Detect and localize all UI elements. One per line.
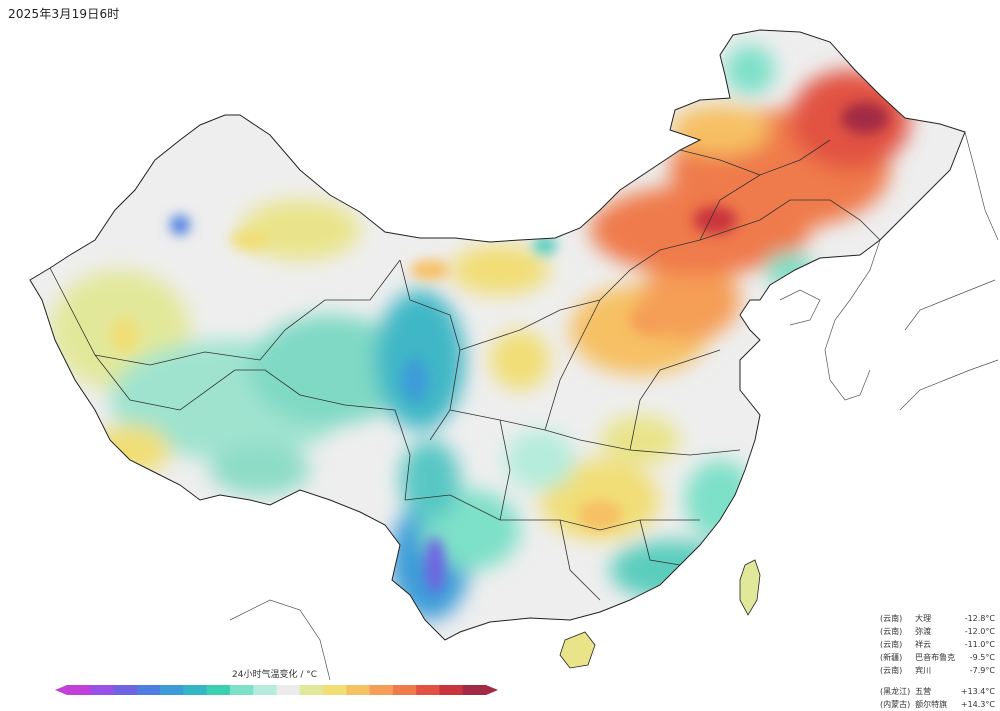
station-value: -12.8°C: [964, 614, 995, 623]
legend-swatch: [462, 685, 487, 695]
legend-swatch: [299, 685, 324, 695]
legend-colorbar: [67, 685, 487, 695]
station-name: 弥渡: [915, 627, 932, 636]
station-row: (云南) 宾川 -7.9°C: [880, 664, 995, 677]
station-value: +14.3°C: [960, 700, 995, 709]
legend-swatch: [323, 685, 347, 695]
station-name: 大理: [915, 614, 932, 623]
station-name: 额尔特旗: [915, 700, 948, 709]
taiwan-island: [739, 559, 761, 616]
legend-right-arrow: [486, 685, 498, 695]
legend-swatch: [90, 685, 115, 695]
legend-swatch: [346, 685, 371, 695]
station-row: (新疆) 巴音布鲁克 -9.5°C: [880, 651, 995, 664]
station-region: (内蒙古): [880, 700, 911, 709]
station-region: (云南): [880, 614, 903, 623]
station-region: (云南): [880, 666, 903, 675]
legend-swatch: [439, 685, 464, 695]
station-region: (黑龙江): [880, 687, 911, 696]
hainan-island: [559, 631, 596, 669]
station-name: 五营: [915, 687, 932, 696]
legend-left-arrow: [55, 685, 67, 695]
legend-swatch: [416, 685, 440, 695]
legend-swatch: [183, 685, 208, 695]
station-name: 祥云: [915, 640, 932, 649]
station-row: (云南) 大理 -12.8°C: [880, 612, 995, 625]
map-timestamp: 2025年3月19日6时: [8, 7, 120, 21]
station-value: -12.0°C: [964, 627, 995, 636]
legend-swatch: [229, 685, 254, 695]
station-value: +13.4°C: [960, 687, 995, 696]
legend-swatch: [253, 685, 277, 695]
station-row: (黑龙江) 五营 +13.4°C: [880, 685, 995, 698]
legend-swatch: [136, 685, 161, 695]
station-region: (云南): [880, 627, 903, 636]
neighbor-coastlines: [229, 131, 999, 681]
legend-swatch: [160, 685, 184, 695]
station-name: 巴音布鲁克: [915, 653, 956, 662]
station-list: (云南) 大理 -12.8°C (云南) 弥渡 -12.0°C (云南) 祥云 -11.0°C(…: [880, 612, 995, 711]
station-region: (新疆): [880, 653, 903, 662]
station-region: (云南): [880, 640, 903, 649]
station-name: 宾川: [915, 666, 932, 675]
china-outline: [29, 29, 966, 641]
station-row: (云南) 祥云 -11.0°C: [880, 638, 995, 651]
legend-swatch: [369, 685, 394, 695]
legend-swatch: [392, 685, 417, 695]
legend-swatch: [113, 685, 138, 695]
station-row: (内蒙古) 额尔特旗 +14.3°C: [880, 698, 995, 711]
legend-swatch: [67, 685, 91, 695]
station-row: (云南) 弥渡 -12.0°C: [880, 625, 995, 638]
province-borders: [49, 139, 881, 601]
station-value: -9.5°C: [969, 653, 995, 662]
station-value: -11.0°C: [964, 640, 995, 649]
legend-title: 24小时气温变化 / °C: [232, 670, 317, 680]
legend-swatch: [206, 685, 231, 695]
legend-swatch: [276, 685, 301, 695]
station-value: -7.9°C: [969, 666, 995, 675]
